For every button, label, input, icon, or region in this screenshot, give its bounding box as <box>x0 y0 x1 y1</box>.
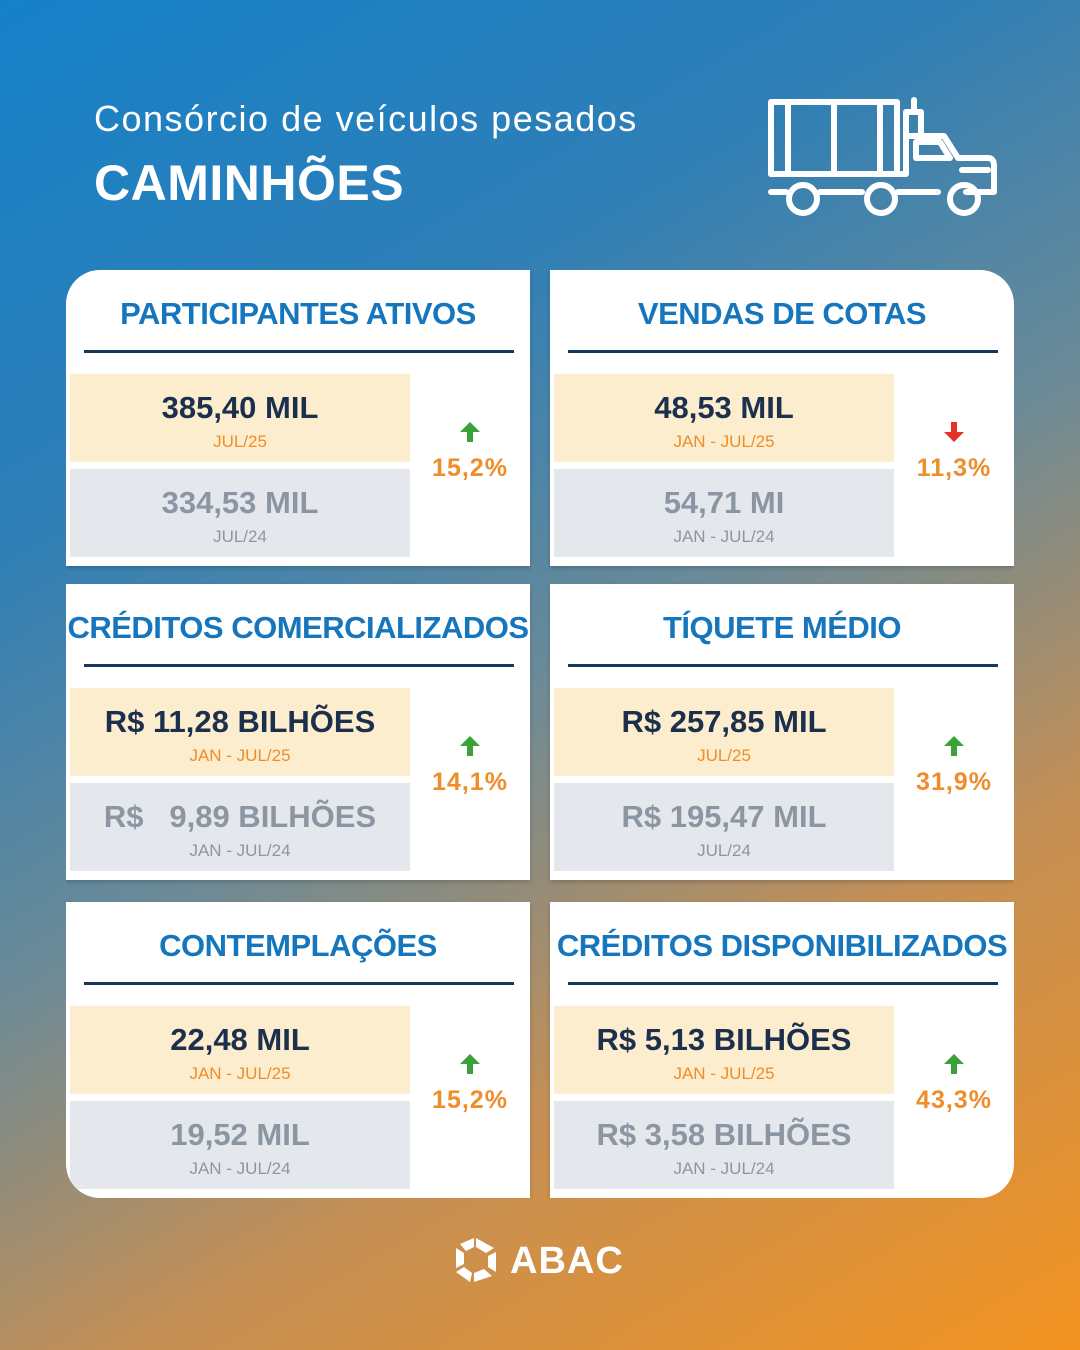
change-percent: 43,3% <box>916 1086 992 1114</box>
previous-period: JUL/24 <box>213 527 267 546</box>
change-indicator: 15,2% <box>410 420 530 520</box>
previous-period: JAN - JUL/24 <box>189 1159 291 1178</box>
current-value-box: R$ 257,85 MIL JUL/25 <box>554 688 894 776</box>
arrow-up-icon <box>460 736 480 756</box>
arrow-up-icon <box>944 736 964 756</box>
card-title: CONTEMPLAÇÕES <box>159 928 437 963</box>
current-value: R$ 5,13 BILHÕES <box>596 1022 852 1057</box>
previous-period: JAN - JUL/24 <box>673 1159 775 1178</box>
current-period: JAN - JUL/25 <box>189 1064 291 1083</box>
current-period: JUL/25 <box>697 746 751 765</box>
current-value: R$ 257,85 MIL <box>621 704 827 739</box>
current-value: 22,48 MIL <box>170 1022 310 1057</box>
current-period: JAN - JUL/25 <box>673 432 775 451</box>
current-value-box: R$ 5,13 BILHÕES JAN - JUL/25 <box>554 1006 894 1094</box>
change-percent: 11,3% <box>916 454 992 482</box>
card-title: CRÉDITOS COMERCIALIZADOS <box>67 610 529 645</box>
change-percent: 15,2% <box>432 454 508 482</box>
current-value: R$ 11,28 BILHÕES <box>104 704 376 739</box>
previous-value: 54,71 MI <box>663 485 785 520</box>
abac-logo-icon <box>456 1238 496 1282</box>
change-indicator: 14,1% <box>410 734 530 834</box>
previous-period: JAN - JUL/24 <box>673 527 775 546</box>
previous-value-box: 19,52 MIL JAN - JUL/24 <box>70 1101 410 1189</box>
truck-icon <box>768 97 997 216</box>
current-value-box: R$ 11,28 BILHÕES JAN - JUL/25 <box>70 688 410 776</box>
card-title: CRÉDITOS DISPONIBILIZADOS <box>556 928 1008 963</box>
arrow-down-icon <box>944 422 964 442</box>
abac-logo: ABAC <box>452 1236 632 1284</box>
change-indicator: 31,9% <box>894 734 1014 834</box>
card-vendas-de-cotas: VENDAS DE COTAS 48,53 MIL JAN - JUL/25 5… <box>550 270 1014 566</box>
arrow-up-icon <box>944 1054 964 1074</box>
previous-value-box: 54,71 MI JAN - JUL/24 <box>554 469 894 557</box>
card-divider <box>568 350 998 353</box>
card-tiquete-medio: TÍQUETE MÉDIO R$ 257,85 MIL JUL/25 R$ 19… <box>550 584 1014 880</box>
previous-value: 334,53 MIL <box>161 485 319 520</box>
arrow-up-icon <box>460 1054 480 1074</box>
previous-value-box: R$ 3,58 BILHÕES JAN - JUL/24 <box>554 1101 894 1189</box>
card-divider <box>568 664 998 667</box>
card-divider <box>568 982 998 985</box>
header-subtitle: Consórcio de veículos pesados <box>94 98 638 139</box>
previous-value-box: 334,53 MIL JUL/24 <box>70 469 410 557</box>
page-title: CAMINHÕES <box>94 155 405 211</box>
current-period: JUL/25 <box>213 432 267 451</box>
current-value-box: 48,53 MIL JAN - JUL/25 <box>554 374 894 462</box>
previous-value: R$ 9,89 BILHÕES <box>103 799 377 834</box>
abac-logo-text: ABAC <box>510 1240 624 1282</box>
change-percent: 31,9% <box>916 768 992 796</box>
previous-value-box: R$ 9,89 BILHÕES JAN - JUL/24 <box>70 783 410 871</box>
current-period: JAN - JUL/25 <box>673 1064 775 1083</box>
card-participantes-ativos: PARTICIPANTES ATIVOS 385,40 MIL JUL/25 3… <box>66 270 530 566</box>
card-creditos-disponibilizados: CRÉDITOS DISPONIBILIZADOS R$ 5,13 BILHÕE… <box>550 902 1014 1198</box>
change-percent: 14,1% <box>432 768 508 796</box>
card-contemplacoes: CONTEMPLAÇÕES 22,48 MIL JAN - JUL/25 19,… <box>66 902 530 1198</box>
card-title: TÍQUETE MÉDIO <box>662 610 902 645</box>
card-divider <box>84 664 514 667</box>
card-divider <box>84 350 514 353</box>
change-percent: 15,2% <box>432 1086 508 1114</box>
change-indicator: 43,3% <box>894 1052 1014 1152</box>
previous-value: R$ 195,47 MIL <box>621 799 827 834</box>
arrow-up-icon <box>460 422 480 442</box>
previous-period: JUL/24 <box>697 841 751 860</box>
change-indicator: 15,2% <box>410 1052 530 1152</box>
current-value: 48,53 MIL <box>654 390 794 425</box>
current-value-box: 385,40 MIL JUL/25 <box>70 374 410 462</box>
card-creditos-comercializados: CRÉDITOS COMERCIALIZADOS R$ 11,28 BILHÕE… <box>66 584 530 880</box>
card-title: PARTICIPANTES ATIVOS <box>120 296 476 331</box>
current-value: 385,40 MIL <box>161 390 319 425</box>
current-value-box: 22,48 MIL JAN - JUL/25 <box>70 1006 410 1094</box>
stats-panel: PARTICIPANTES ATIVOS 385,40 MIL JUL/25 3… <box>66 270 1014 1198</box>
previous-value-box: R$ 195,47 MIL JUL/24 <box>554 783 894 871</box>
current-period: JAN - JUL/25 <box>189 746 291 765</box>
change-indicator: 11,3% <box>894 420 1014 520</box>
previous-period: JAN - JUL/24 <box>189 841 291 860</box>
card-divider <box>84 982 514 985</box>
previous-value: R$ 3,58 BILHÕES <box>596 1117 852 1152</box>
previous-value: 19,52 MIL <box>170 1117 310 1152</box>
card-title: VENDAS DE COTAS <box>637 296 927 331</box>
